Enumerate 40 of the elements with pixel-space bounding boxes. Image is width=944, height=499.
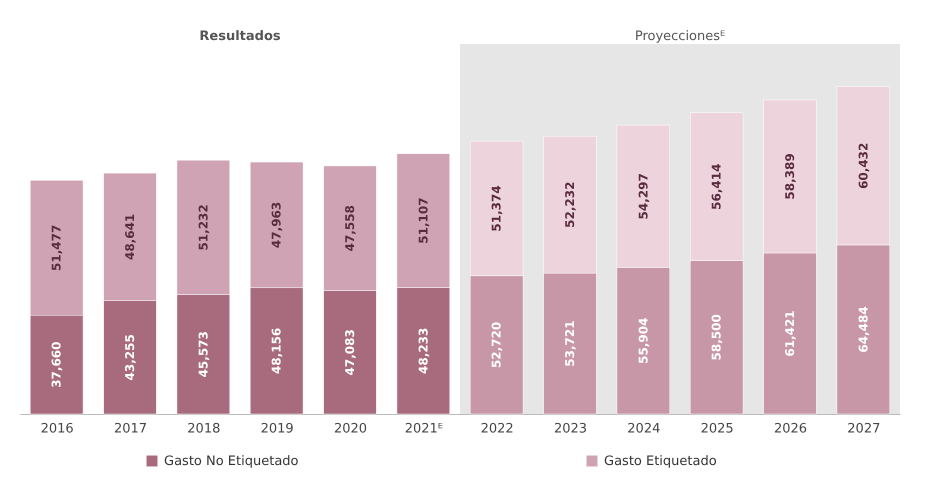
x-tick-label: 2027 <box>847 422 880 436</box>
band-label: Proyeccionesᴱ <box>634 29 726 44</box>
data-label: 51,477 <box>50 224 64 271</box>
x-tick-label: 2017 <box>114 422 148 436</box>
data-label: 51,374 <box>490 185 504 232</box>
x-tick-label: 2023 <box>554 422 588 436</box>
data-label: 56,414 <box>710 164 724 210</box>
text: Resultados <box>199 29 281 44</box>
data-label: 51,232 <box>196 204 210 251</box>
legend-label: Gasto Etiquetado <box>604 454 717 469</box>
x-tick-label: 2016 <box>40 422 74 436</box>
data-label: 47,558 <box>343 205 357 252</box>
data-label: 47,083 <box>343 329 357 376</box>
data-label: 45,573 <box>196 331 210 378</box>
data-label: 53,721 <box>563 320 577 367</box>
x-tick-label: 2018 <box>187 422 220 436</box>
data-label: 51,107 <box>416 197 430 244</box>
data-label: 58,500 <box>710 314 724 360</box>
data-label: 48,156 <box>270 328 284 374</box>
data-label: 37,660 <box>50 341 64 388</box>
x-tick-label: 2020 <box>334 422 368 436</box>
legend-label: Gasto No Etiquetado <box>164 454 299 469</box>
data-label: 43,255 <box>123 334 137 380</box>
data-label: 52,232 <box>563 182 577 228</box>
data-label: 61,421 <box>783 310 797 357</box>
data-label: 60,432 <box>856 142 870 189</box>
data-label: 54,297 <box>636 173 650 220</box>
data-label: 48,641 <box>123 214 137 260</box>
x-tick-label: 2024 <box>627 422 660 436</box>
data-label: 55,904 <box>636 318 650 364</box>
data-label: 52,720 <box>490 322 504 368</box>
x-tick-label: 2021ᴱ <box>404 422 443 436</box>
data-label: 48,233 <box>416 328 430 374</box>
data-label: 64,484 <box>856 306 870 353</box>
data-label: 58,389 <box>783 153 797 200</box>
x-tick-label: 2022 <box>480 422 514 436</box>
data-label: 47,963 <box>270 202 284 248</box>
x-tick-label: 2026 <box>774 422 808 436</box>
x-tick-label: 2025 <box>700 422 734 436</box>
x-tick-label: 2019 <box>260 422 294 436</box>
